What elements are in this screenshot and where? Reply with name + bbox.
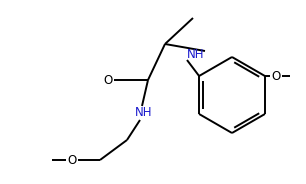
Text: NH: NH (187, 49, 205, 61)
Text: O: O (271, 70, 281, 82)
Text: O: O (103, 73, 113, 86)
Text: O: O (67, 153, 76, 167)
Text: NH: NH (135, 107, 153, 119)
